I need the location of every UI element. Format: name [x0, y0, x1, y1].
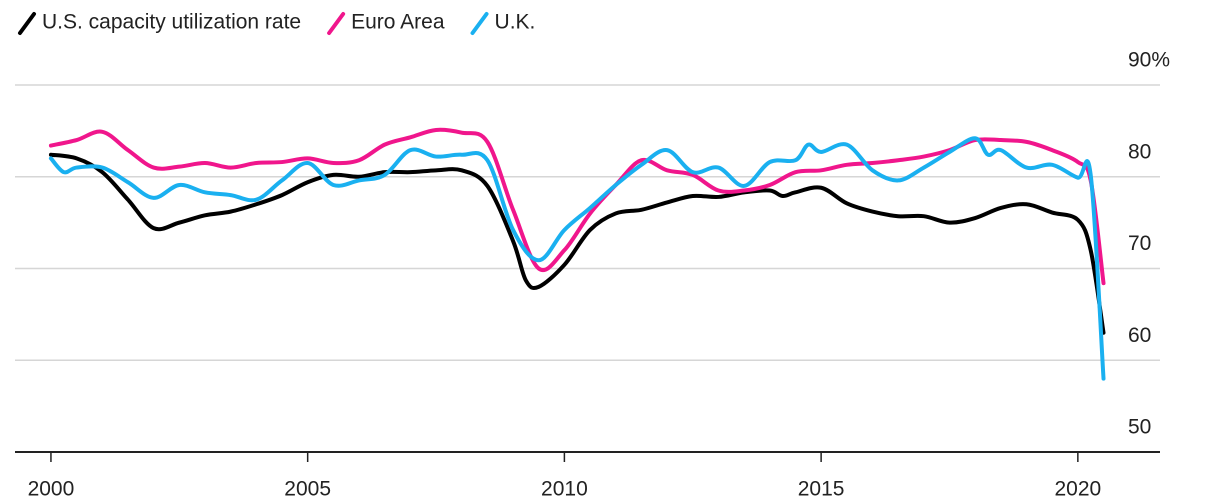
series-line: [48, 136, 1106, 381]
y-tick-label: 60: [1128, 324, 1151, 347]
series-line: [48, 152, 1106, 335]
x-tick-label: 2000: [28, 478, 75, 501]
y-tick-label: 70: [1128, 232, 1151, 255]
legend-label: Euro Area: [351, 11, 445, 34]
x-tick-label: 2005: [284, 478, 331, 501]
y-tick-label: 80: [1128, 140, 1151, 163]
x-tick-label: 2010: [541, 478, 588, 501]
y-tick-label: 90%: [1128, 49, 1170, 72]
legend-label: U.S. capacity utilization rate: [42, 11, 301, 34]
x-tick-label: 2015: [798, 478, 845, 501]
legend-icon: [327, 12, 346, 35]
legend-icon: [470, 12, 489, 35]
legend-label: U.K.: [495, 11, 536, 34]
y-tick-label: 50: [1128, 416, 1151, 439]
x-tick-label: 2020: [1054, 478, 1101, 501]
legend-icon: [18, 12, 36, 35]
